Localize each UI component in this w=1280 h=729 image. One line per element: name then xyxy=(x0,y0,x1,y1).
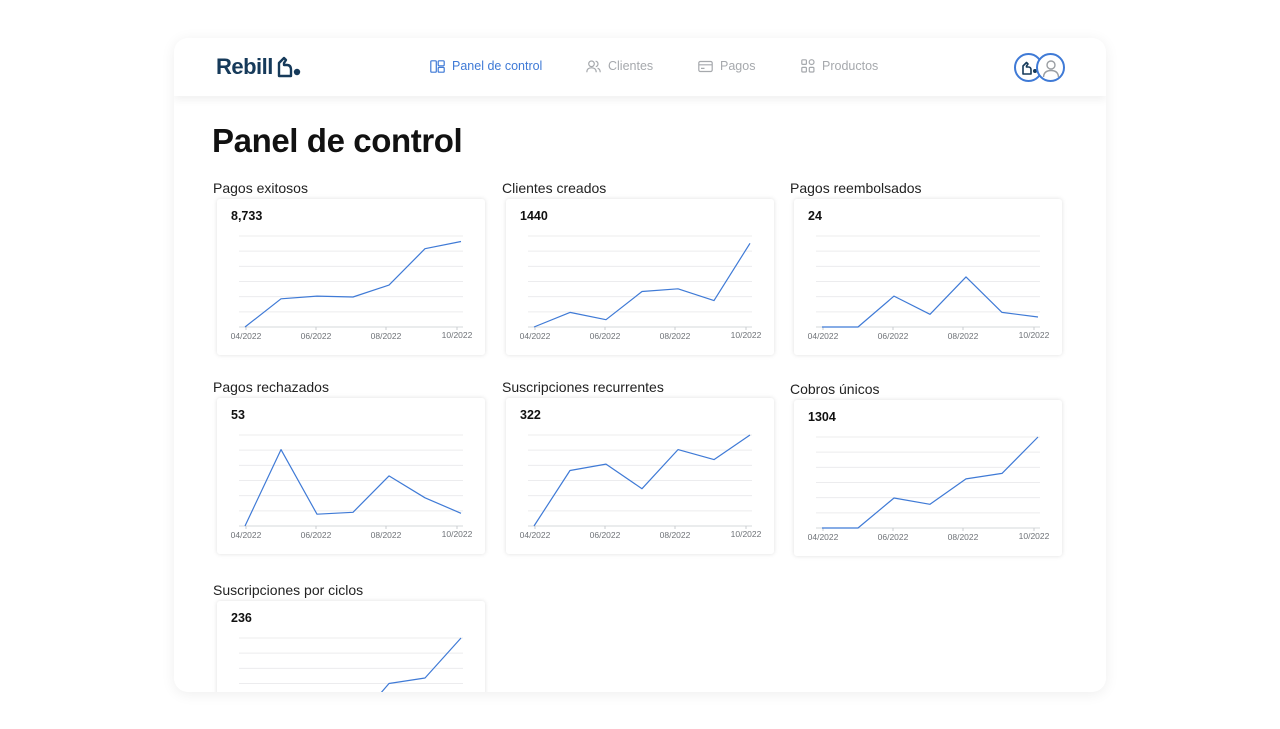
nav-item-label: Clientes xyxy=(608,59,654,73)
x-tick-label: 04/2022 xyxy=(520,331,551,341)
metric-title: Pagos reembolsados xyxy=(790,180,922,196)
metric-card[interactable]: 322 04/2022 06/2022 08/2022 10/2022 xyxy=(506,398,774,554)
metric-value: 53 xyxy=(231,408,245,422)
nav-item-label: Productos xyxy=(822,59,879,73)
series-line xyxy=(822,436,1039,529)
line-chart: 04/2022 06/2022 08/2022 10/2022 xyxy=(520,434,762,540)
metric-value: 24 xyxy=(808,209,822,223)
x-tick-label: 06/2022 xyxy=(878,331,909,341)
x-tick-label: 06/2022 xyxy=(878,532,909,542)
series-line xyxy=(244,240,462,328)
metric-title: Suscripciones por ciclos xyxy=(213,582,364,598)
brand-logo[interactable]: Rebill xyxy=(216,54,301,80)
x-tick-label: 08/2022 xyxy=(948,331,979,341)
metric-card[interactable]: 24 04/2022 06/2022 08/2022 10/2022 xyxy=(794,199,1062,355)
x-tick-label: 04/2022 xyxy=(808,532,839,542)
nav-item-clientes[interactable]: Clientes xyxy=(586,59,653,73)
x-tick-label: 10/2022 xyxy=(442,330,473,340)
metric-value: 1440 xyxy=(520,209,548,223)
nav-item-productos[interactable]: Productos xyxy=(801,59,878,73)
metric-title: Clientes creados xyxy=(502,180,607,196)
metric-card[interactable]: 1440 04/2022 06/2022 08/2022 10/2022 xyxy=(506,199,774,355)
series-line xyxy=(244,448,462,527)
series-line xyxy=(380,637,462,692)
x-tick-label: 10/2022 xyxy=(442,529,473,539)
x-tick-label: 06/2022 xyxy=(590,331,621,341)
line-chart: 04/2022 06/2022 08/2022 10/2022 xyxy=(520,235,762,341)
x-tick-label: 10/2022 xyxy=(1019,531,1050,541)
line-chart: 04/2022 06/2022 08/2022 10/2022 xyxy=(231,235,473,341)
metric-card[interactable]: 53 04/2022 06/2022 08/2022 10/2022 xyxy=(217,398,485,554)
users-icon xyxy=(586,59,601,72)
metric-value: 1304 xyxy=(808,410,836,424)
x-tick-label: 10/2022 xyxy=(731,330,762,340)
metric-card[interactable]: 1304 04/2022 06/2022 08/2022 10/2022 xyxy=(794,400,1062,556)
series-line xyxy=(822,276,1039,328)
line-chart: 04/2022 06/2022 08/2022 10/2022 xyxy=(808,436,1050,542)
dashboard-content: Panel de control Pagos exitosos 8,733 04… xyxy=(174,96,1106,692)
x-tick-label: 08/2022 xyxy=(660,530,691,540)
line-chart: 04/2022 06/2022 08/2022 10/2022 xyxy=(808,235,1050,341)
line-chart: 04/2022 06/2022 08/2022 10/2022 xyxy=(231,434,473,540)
x-tick-label: 08/2022 xyxy=(371,530,402,540)
brand-name: Rebill xyxy=(216,54,273,79)
metric-value: 8,733 xyxy=(231,209,263,223)
top-navigation-bar: Rebill Panel de control xyxy=(174,38,1106,96)
grid-icon xyxy=(801,59,815,73)
x-tick-label: 04/2022 xyxy=(231,331,262,341)
nav-item-label: Panel de control xyxy=(452,59,543,73)
metric-title: Pagos rechazados xyxy=(213,379,329,395)
metric-value: 236 xyxy=(231,611,252,625)
series-line xyxy=(533,242,751,328)
x-tick-label: 06/2022 xyxy=(301,331,332,341)
x-tick-label: 08/2022 xyxy=(660,331,691,341)
x-tick-label: 10/2022 xyxy=(731,529,762,539)
nav-item-panel-de-control[interactable]: Panel de control xyxy=(430,59,542,73)
metric-title: Suscripciones recurrentes xyxy=(502,379,664,395)
rebill-logo-icon xyxy=(277,56,301,78)
page-title: Panel de control xyxy=(212,122,463,159)
x-tick-label: 06/2022 xyxy=(301,530,332,540)
user-avatar-icon[interactable] xyxy=(1036,53,1065,82)
account-menu[interactable] xyxy=(1014,53,1066,83)
x-tick-label: 08/2022 xyxy=(948,532,979,542)
x-tick-label: 04/2022 xyxy=(808,331,839,341)
series-line xyxy=(533,434,751,527)
metric-title: Pagos exitosos xyxy=(213,180,308,196)
x-tick-label: 04/2022 xyxy=(231,530,262,540)
dashboard-icon xyxy=(430,59,445,73)
nav-item-pagos[interactable]: Pagos xyxy=(698,59,755,73)
x-tick-label: 10/2022 xyxy=(1019,330,1050,340)
app-window: Rebill Panel de control xyxy=(174,38,1106,692)
card-icon xyxy=(698,60,713,72)
nav-item-label: Pagos xyxy=(720,59,756,73)
metric-card[interactable]: 8,733 04/2022 06/2022 08/2022 10/2022 xyxy=(217,199,485,355)
x-tick-label: 08/2022 xyxy=(371,331,402,341)
metric-value: 322 xyxy=(520,408,541,422)
x-tick-label: 06/2022 xyxy=(590,530,621,540)
metric-title: Cobros únicos xyxy=(790,381,880,397)
x-tick-label: 04/2022 xyxy=(520,530,551,540)
